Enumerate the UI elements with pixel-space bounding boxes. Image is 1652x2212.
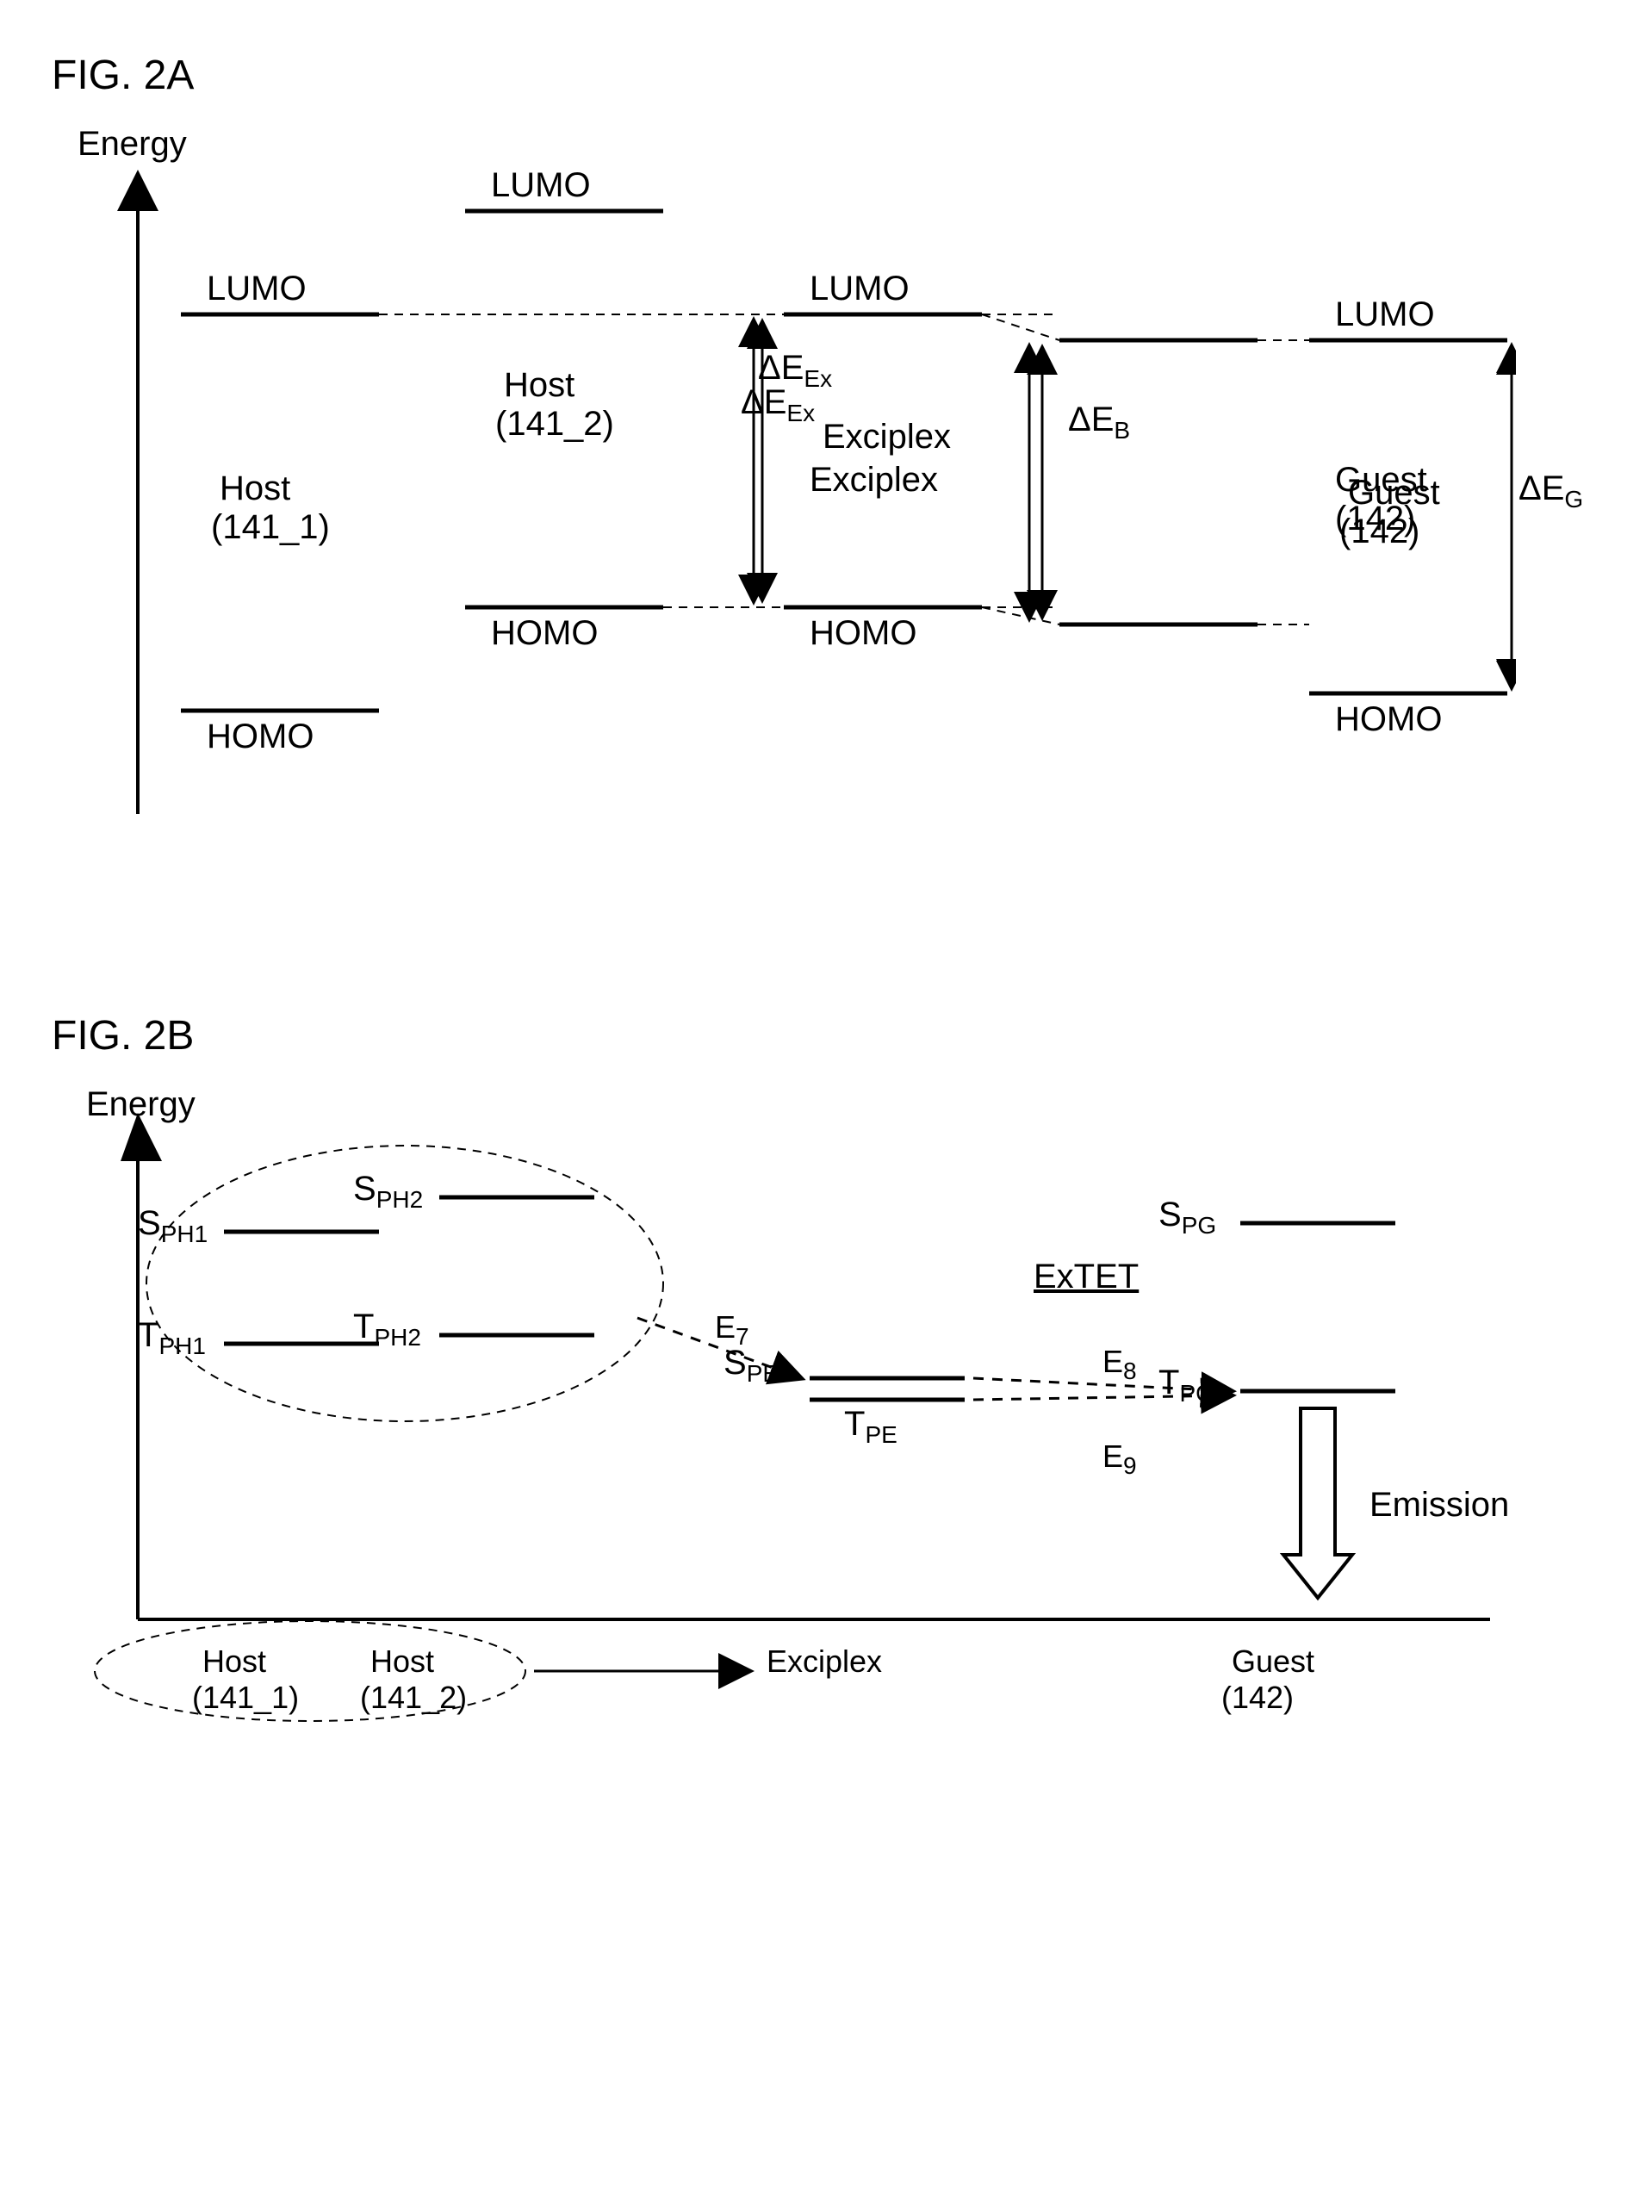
col-label-exciplex: Exciplex [823, 418, 951, 457]
level-homo-guest: HOMO [1335, 700, 1442, 739]
bottom-0-sub: (141_1) [192, 1680, 299, 1716]
bottom-1-sub: (141_2) [360, 1680, 467, 1716]
fig2b-svg [52, 1085, 1516, 1731]
level-homo-host2: HOMO [491, 614, 598, 653]
bottom-2-top: Exciplex [767, 1643, 882, 1680]
energy-axis-label: Energy [78, 125, 187, 164]
col-label-host2: Host [504, 366, 574, 405]
gap-b-label: ΔEB [1068, 401, 1130, 444]
energy-axis-label-b: Energy [86, 1085, 196, 1124]
level-TPH2: TPH2 [353, 1308, 421, 1351]
level-TPE: TPE [844, 1405, 897, 1449]
level-SPH2: SPH2 [353, 1170, 423, 1214]
fig2b-title: FIG. 2B [52, 1012, 1600, 1059]
col-sub-host2: (141_2) [495, 405, 614, 444]
arrow-E8: E8 [1102, 1344, 1137, 1385]
level-lumo-host1: LUMO [207, 270, 307, 308]
arrow-E7: E7 [715, 1309, 749, 1351]
fig2a-diagram: EnergyLUMOHOMOHost(141_1)LUMOHOMOHost(14… [52, 125, 1516, 857]
arrow-E9: E9 [1102, 1438, 1137, 1480]
bottom-3-top: Guest [1232, 1643, 1314, 1680]
level-lumo-guest: LUMO [1335, 295, 1435, 334]
fig2b-diagram: EnergySPH1TPH1SPH2TPH2SPETPESPGTPGE7E8E9… [52, 1085, 1516, 1731]
level-TPH1: TPH1 [138, 1316, 206, 1360]
level-homo-host1: HOMO [207, 718, 314, 756]
bottom-0-top: Host [202, 1643, 266, 1680]
gap-g-label: ΔEG [1518, 469, 1583, 513]
level-lumo-exciplex: LUMO [810, 270, 910, 308]
bottom-1-top: Host [370, 1643, 434, 1680]
extet-label: ExTET [1034, 1258, 1139, 1296]
guest-col-label: Guest [1335, 461, 1427, 500]
level-TPG: TPG [1158, 1364, 1214, 1407]
exciplex-col-label: Exciplex [810, 461, 938, 500]
col-sub-host1: (141_1) [211, 508, 330, 547]
level-SPH1: SPH1 [138, 1204, 208, 1248]
bottom-3-sub: (142) [1221, 1680, 1294, 1716]
fig2a-title: FIG. 2A [52, 52, 1600, 99]
level-homo-exciplex: HOMO [810, 614, 916, 653]
col-label-host1: Host [220, 469, 290, 508]
gap-ex-label: ΔEEx [741, 383, 815, 427]
level-lumo-host2: LUMO [491, 166, 591, 205]
level-SPG: SPG [1158, 1196, 1216, 1240]
guest-col-sub: (142) [1335, 500, 1415, 538]
emission-label: Emission [1369, 1486, 1509, 1525]
